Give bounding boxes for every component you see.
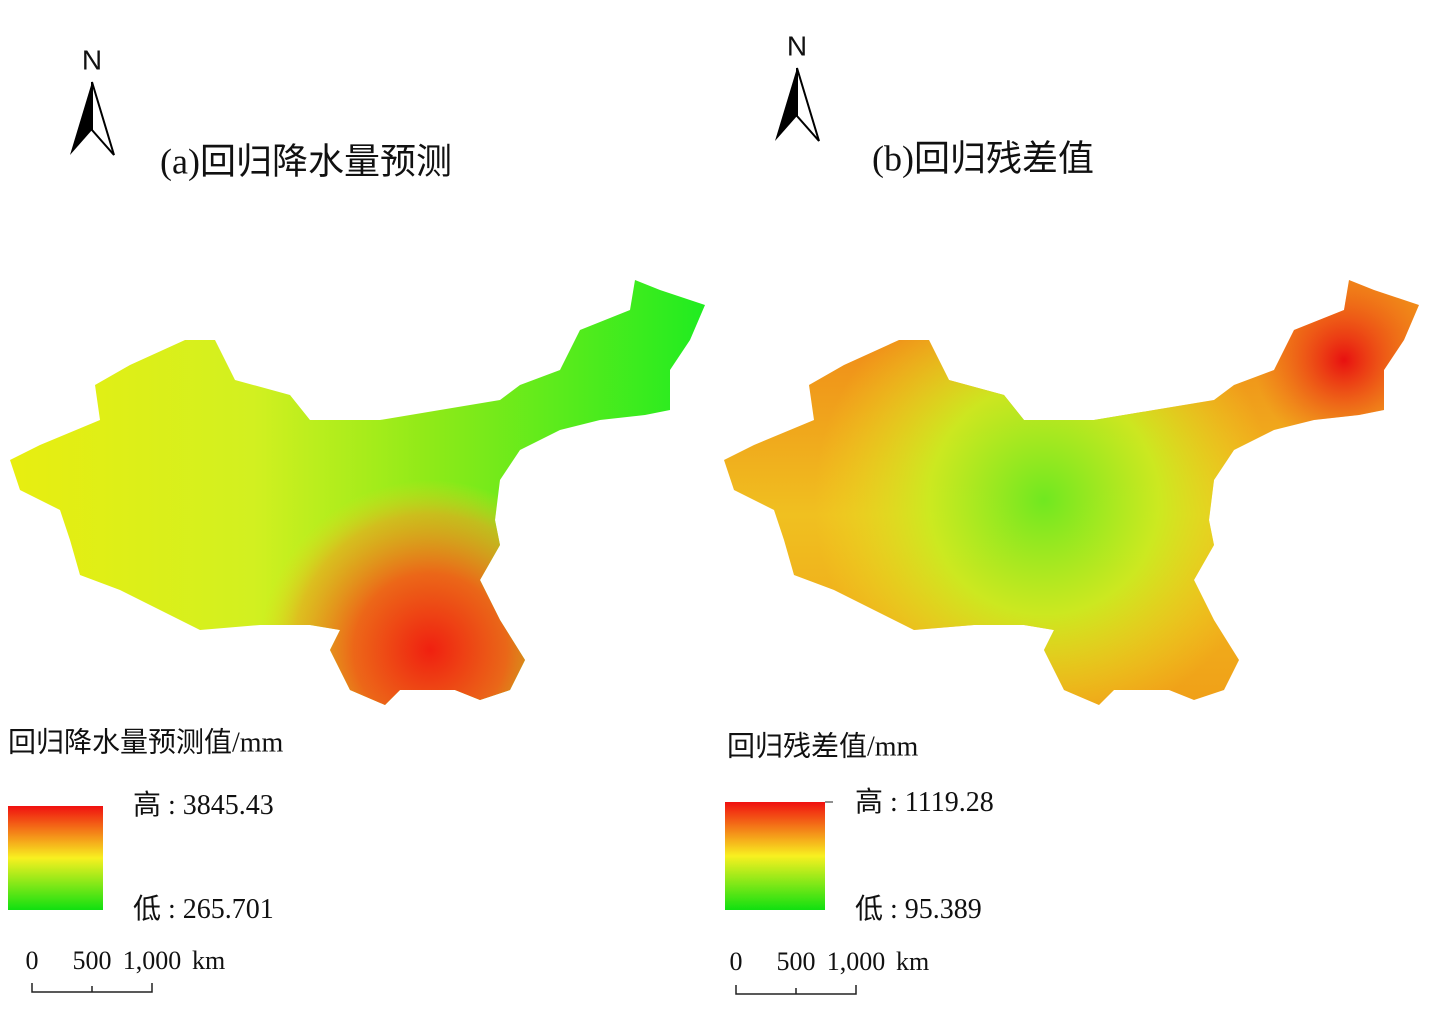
north-label: N — [787, 30, 807, 61]
legend-low: 低 : 265.701 — [133, 893, 274, 925]
legend-high: 高 : 3845.43 — [133, 789, 274, 821]
legend-title: 回归降水量预测值/mm — [8, 726, 284, 758]
scale-label: 0 — [730, 947, 743, 976]
legend-title: 回归残差值/mm — [727, 730, 919, 762]
north-arrow — [796, 67, 820, 142]
panel-title: (a)回归降水量预测 — [160, 141, 452, 181]
scale-bar — [31, 983, 153, 993]
scale-label: 500 — [73, 946, 112, 975]
panel-b: N (b)回归残差值 回归残差值/mm 高 : 1119.28 低 : 95.3… — [724, 30, 1419, 995]
legend-ramp — [725, 802, 825, 910]
scale-label: 500 — [777, 947, 816, 976]
north-arrow — [70, 82, 92, 155]
legend-low: 低 : 95.389 — [855, 893, 982, 925]
scale-label: 1,000 — [123, 946, 182, 975]
scale-unit: km — [896, 947, 929, 976]
scale-bar — [735, 985, 857, 995]
north-label: N — [82, 44, 102, 75]
north-arrow — [775, 68, 797, 141]
map-region — [724, 280, 1419, 705]
panel-a: N (a)回归降水量预测 回归降水量预测值/mm 高 : 3845.43 低 :… — [8, 44, 705, 993]
scale-label: 1,000 — [827, 947, 886, 976]
legend-ramp — [8, 806, 103, 910]
map-region — [10, 280, 705, 705]
north-arrow — [91, 81, 115, 156]
scale-label: 0 — [26, 946, 39, 975]
legend-high: 高 : 1119.28 — [855, 786, 994, 818]
panel-title: (b)回归残差值 — [872, 138, 1094, 178]
scale-unit: km — [192, 946, 225, 975]
